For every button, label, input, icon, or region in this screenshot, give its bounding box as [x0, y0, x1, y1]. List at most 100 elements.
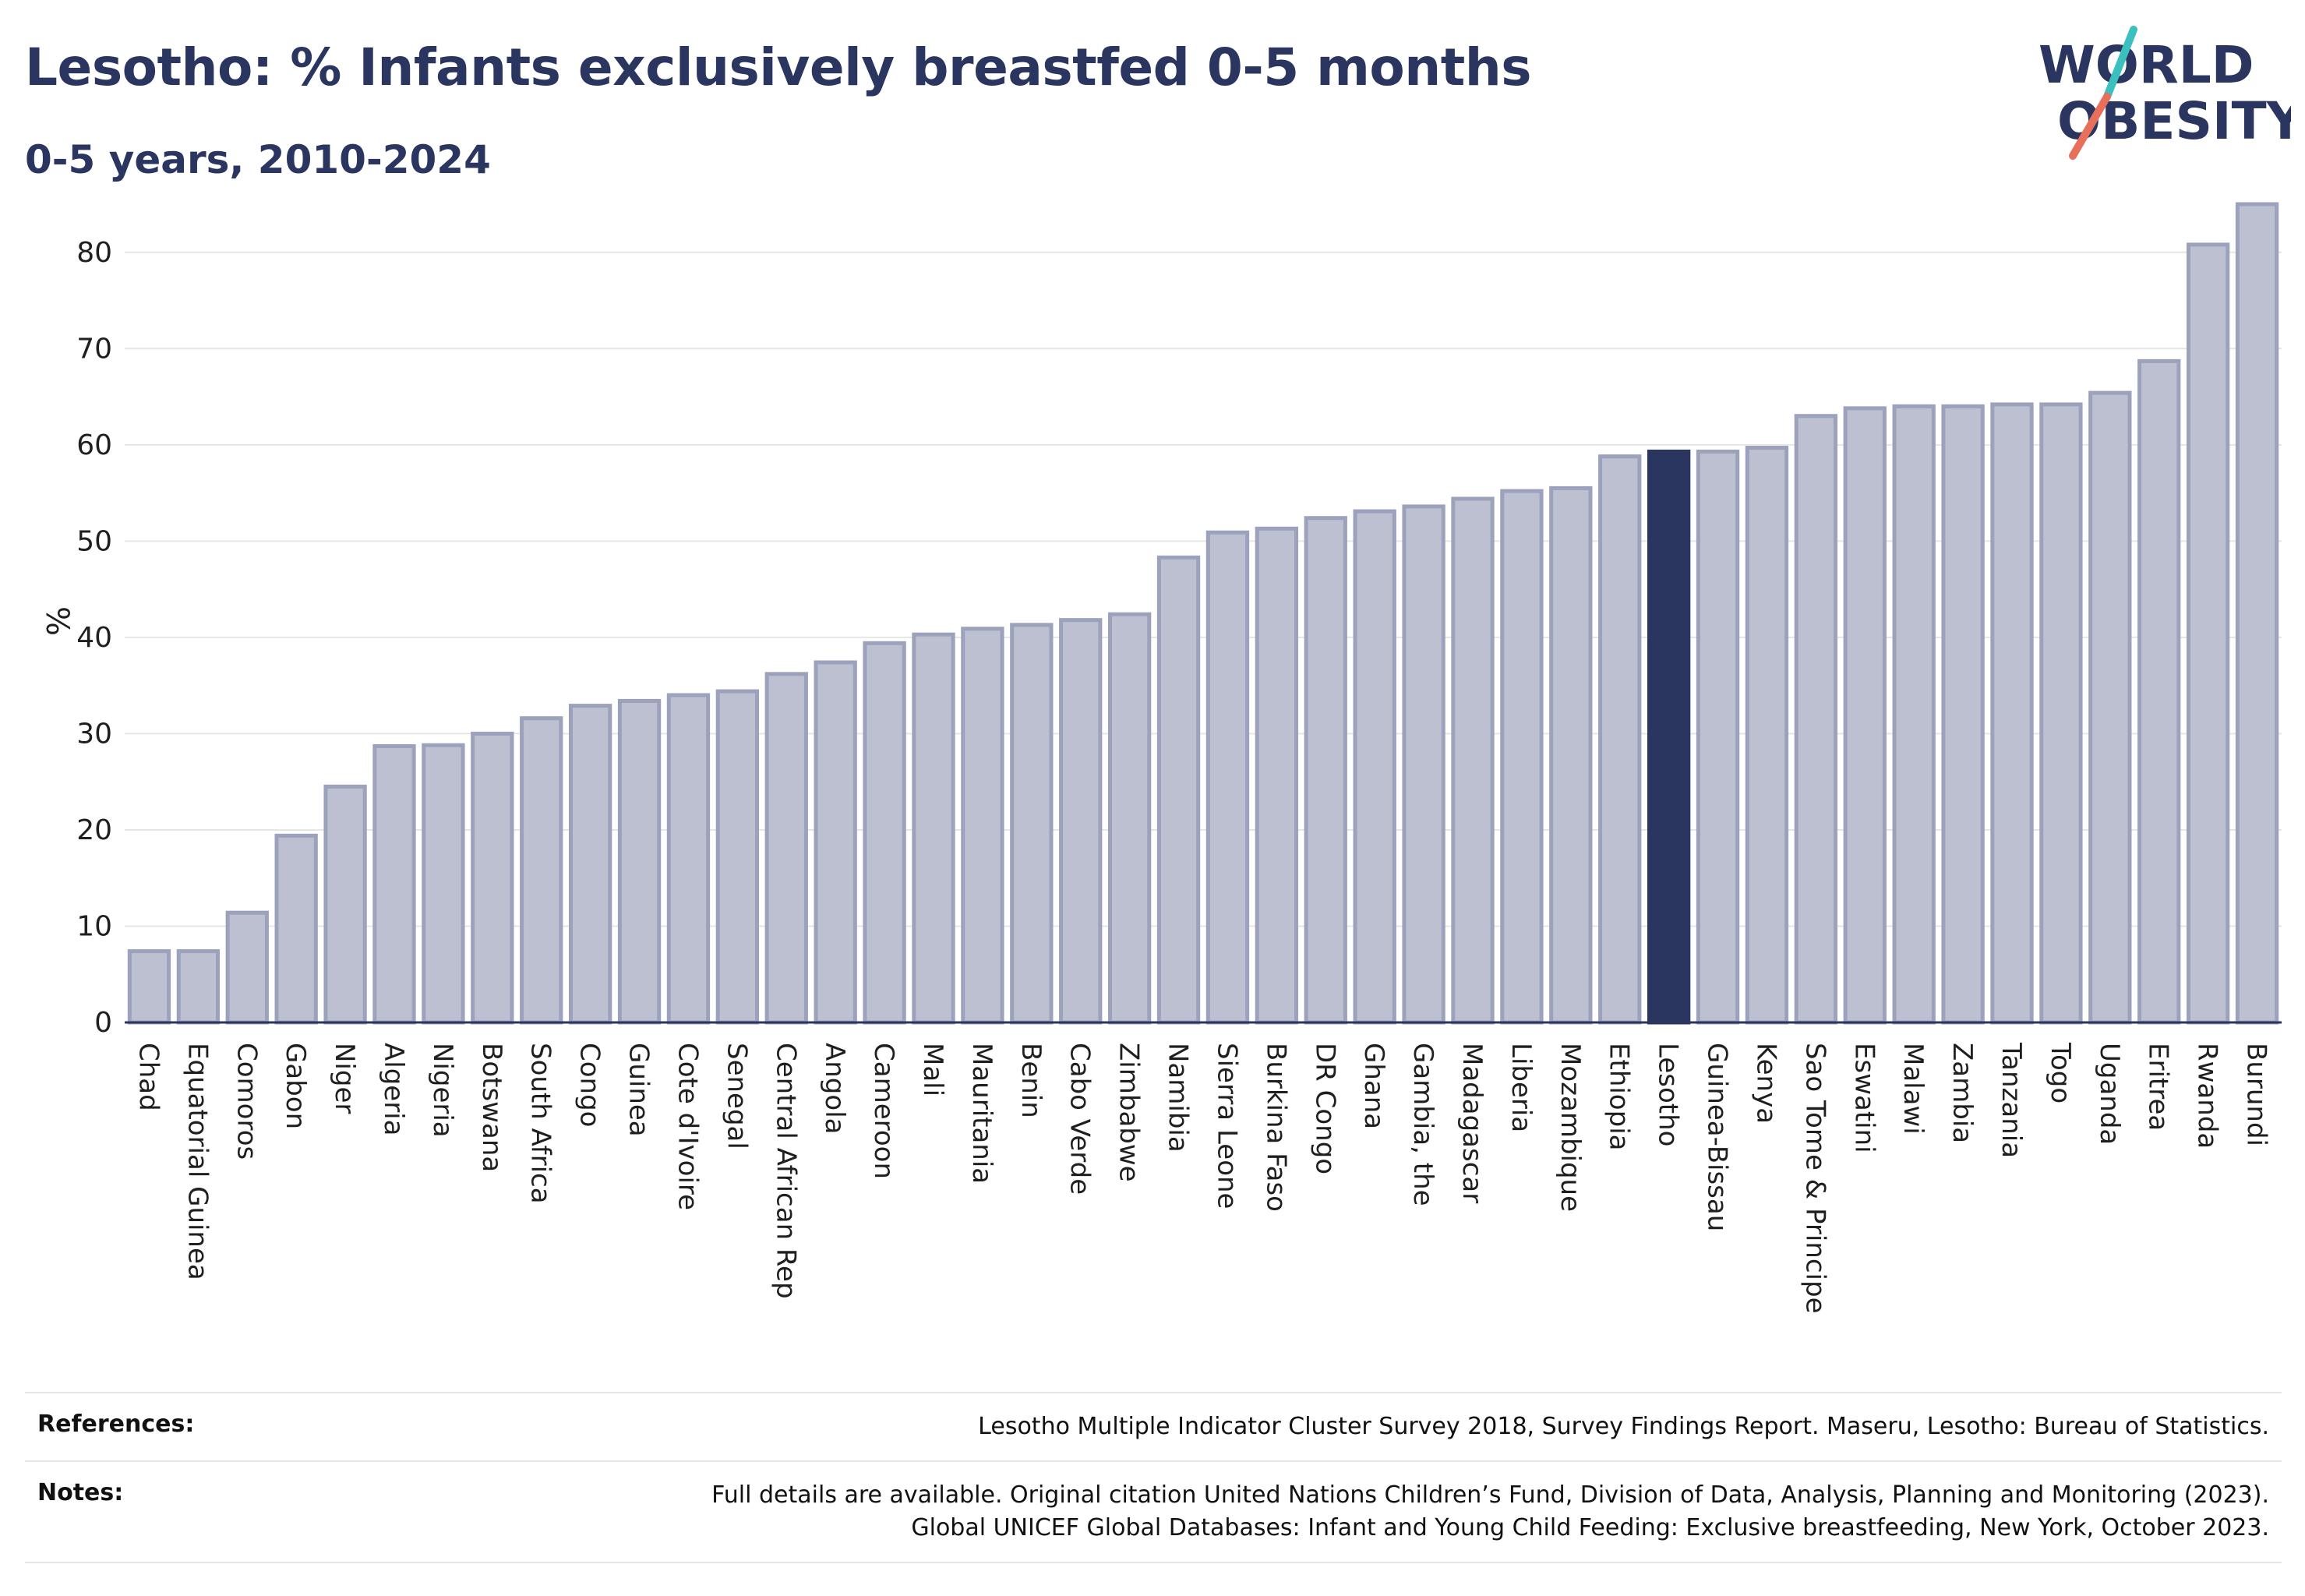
bar: [1549, 486, 1593, 1025]
footer: References: Lesotho Multiple Indicator C…: [25, 1392, 2282, 1563]
x-tick-label: Angola: [819, 1043, 850, 1134]
x-tick-label: Equatorial Guinea: [182, 1043, 213, 1280]
bar: [1156, 555, 1201, 1025]
x-tick-label: Mali: [917, 1043, 948, 1096]
x-tick-label: Guinea: [623, 1043, 655, 1137]
x-tick-label: Kenya: [1750, 1043, 1781, 1124]
bar: [2235, 202, 2279, 1025]
bar: [1990, 402, 2034, 1025]
y-axis-label: %: [39, 606, 75, 636]
bar: [372, 743, 416, 1025]
x-tick-label: Niger: [329, 1043, 360, 1114]
bar-chart: 0 10 20 30 40 50 60 70 80 % Chad Equatorial Guine…: [39, 202, 2282, 1314]
notes-label: Notes:: [37, 1479, 124, 1506]
bar: [127, 949, 171, 1025]
logo-slash-teal: [2103, 26, 2137, 101]
y-tick-label: 20: [76, 814, 112, 846]
x-tick-label: Gambia, the: [1407, 1043, 1438, 1206]
bar: [1451, 496, 1495, 1025]
bar: [2137, 358, 2181, 1025]
chart-title: Lesotho: % Infants exclusively breastfed…: [25, 37, 1532, 97]
x-tick-label: Zimbabwe: [1114, 1043, 1145, 1182]
bar: [1402, 504, 1445, 1025]
x-tick-label: Burundi: [2241, 1043, 2272, 1146]
x-tick-label: Senegal: [721, 1043, 752, 1149]
x-tick-label: Togo: [2045, 1042, 2076, 1103]
bar: [912, 632, 955, 1025]
x-tick-label: Gabon: [280, 1043, 311, 1129]
bar: [1794, 414, 1838, 1025]
notes-text: Full details are available. Original cit…: [711, 1479, 2269, 1545]
references-row: References: Lesotho Multiple Indicator C…: [25, 1392, 2282, 1460]
bars: [127, 202, 2279, 1025]
bar: [814, 660, 857, 1025]
x-tick-label: Namibia: [1163, 1043, 1194, 1153]
y-tick-label: 80: [76, 237, 112, 269]
x-tick-label: Cote d'Ivoire: [672, 1043, 703, 1210]
bar: [422, 743, 465, 1025]
bar: [715, 689, 760, 1025]
x-tick-label: Eswatini: [1848, 1043, 1880, 1153]
bar: [225, 910, 269, 1025]
bar: [617, 698, 662, 1025]
y-axis: 0 10 20 30 40 50 60 70 80: [76, 237, 112, 1039]
logo-slash-red: [2069, 93, 2111, 160]
y-tick-label: 40: [76, 622, 112, 654]
x-tick-label: Malawi: [1897, 1043, 1929, 1135]
bar: [2186, 242, 2230, 1025]
chart-subtitle: 0-5 years, 2010-2024: [25, 137, 491, 182]
references-label: References:: [37, 1411, 195, 1438]
bar: [1304, 516, 1347, 1025]
bar: [1010, 623, 1054, 1025]
bar: [666, 693, 711, 1025]
logo-text-world: WORLD: [2038, 35, 2254, 95]
x-tick-label: Ghana: [1358, 1043, 1389, 1129]
x-tick-label: Eritrea: [2143, 1043, 2174, 1131]
x-tick-label: Cabo Verde: [1064, 1043, 1096, 1195]
x-tick-label: Algeria: [378, 1043, 409, 1135]
x-tick-label: Cameroon: [868, 1043, 899, 1179]
x-tick-label: Liberia: [1505, 1043, 1537, 1132]
x-tick-label: Ethiopia: [1604, 1043, 1635, 1150]
bar: [176, 949, 221, 1025]
bar-highlighted: [1647, 449, 1691, 1025]
bar: [274, 833, 318, 1025]
bar: [1205, 530, 1250, 1025]
y-tick-label: 60: [76, 429, 112, 461]
x-tick-label: Rwanda: [2192, 1043, 2223, 1149]
bar: [1353, 509, 1396, 1025]
bar: [863, 641, 906, 1025]
x-tick-label: Congo: [574, 1043, 605, 1127]
x-tick-label: DR Congo: [1309, 1043, 1340, 1174]
bar: [520, 716, 563, 1025]
bar: [1598, 454, 1642, 1025]
references-text: Lesotho Multiple Indicator Cluster Surve…: [978, 1413, 2269, 1440]
bar: [2039, 402, 2083, 1025]
y-tick-label: 70: [76, 333, 112, 365]
bar: [1745, 446, 1789, 1025]
x-tick-label: Zambia: [1947, 1043, 1978, 1143]
y-tick-label: 0: [94, 1007, 112, 1039]
x-axis: Chad Equatorial Guinea Comoros Gabon Niger Al…: [132, 1042, 2271, 1314]
bar: [568, 704, 612, 1025]
notes-line-2: Global UNICEF Global Databases: Infant a…: [911, 1514, 2269, 1541]
x-tick-label: South Africa: [525, 1043, 556, 1204]
x-tick-label: Nigeria: [427, 1043, 458, 1138]
bar: [1255, 526, 1299, 1025]
y-tick-label: 50: [76, 525, 112, 557]
bar: [323, 784, 367, 1025]
y-tick-label: 10: [76, 910, 112, 942]
x-tick-label: Central African Rep: [770, 1043, 801, 1299]
bar: [764, 672, 808, 1025]
notes-line-1: Full details are available. Original cit…: [711, 1481, 2269, 1509]
x-tick-label: Botswana: [476, 1043, 507, 1172]
x-tick-label: Benin: [1015, 1043, 1047, 1118]
bar: [1500, 489, 1544, 1025]
bar: [1843, 406, 1887, 1025]
world-obesity-logo: WORLD OBESITY: [2038, 26, 2291, 160]
x-tick-label: Madagascar: [1456, 1043, 1488, 1203]
notes-row: Notes: Full details are available. Origi…: [25, 1460, 2282, 1563]
x-tick-label: Sierra Leone: [1211, 1043, 1242, 1209]
x-tick-label: Sao Tome & Principe: [1799, 1043, 1830, 1314]
bar: [1892, 404, 1936, 1025]
